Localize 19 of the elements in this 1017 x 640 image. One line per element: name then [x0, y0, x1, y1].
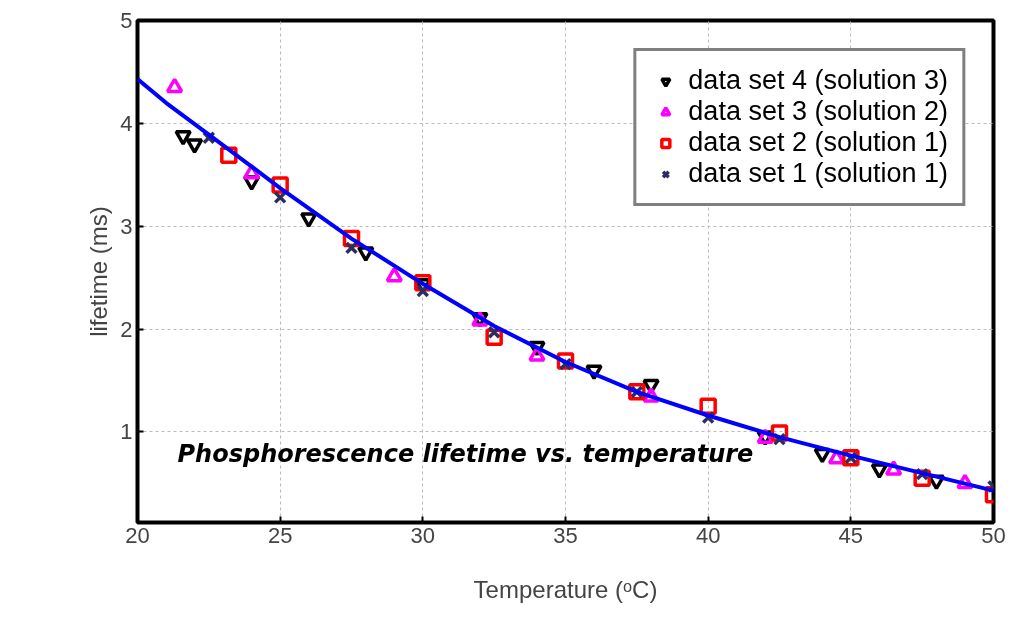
- legend-label: data set 4 (solution 3): [688, 65, 948, 96]
- x-tick-label: 45: [838, 522, 864, 548]
- x-tick-label: 50: [981, 522, 1006, 548]
- y-tick-label: 3: [120, 213, 133, 239]
- y-tick-label: 4: [120, 110, 133, 136]
- y-axis-title: lifetime (ms): [85, 206, 113, 337]
- y-tick-label: 1: [120, 419, 133, 445]
- legend-label: data set 3 (solution 2): [688, 96, 948, 127]
- x-tick-label: 40: [695, 522, 721, 548]
- x-tick-label: 25: [267, 522, 293, 548]
- legend-label: data set 2 (solution 1): [688, 127, 948, 158]
- legend-label: data set 1 (solution 1): [688, 158, 948, 189]
- x-tick-label: 20: [125, 522, 150, 548]
- y-tick-label: 5: [120, 8, 133, 33]
- x-tick-label: 35: [553, 522, 578, 548]
- y-tick-label: 2: [120, 316, 133, 342]
- annotation: Phosphorescence lifetime vs. temperature: [177, 439, 754, 468]
- x-axis-title: Temperature (ᵒC): [473, 575, 658, 603]
- x-tick-label: 30: [410, 522, 436, 548]
